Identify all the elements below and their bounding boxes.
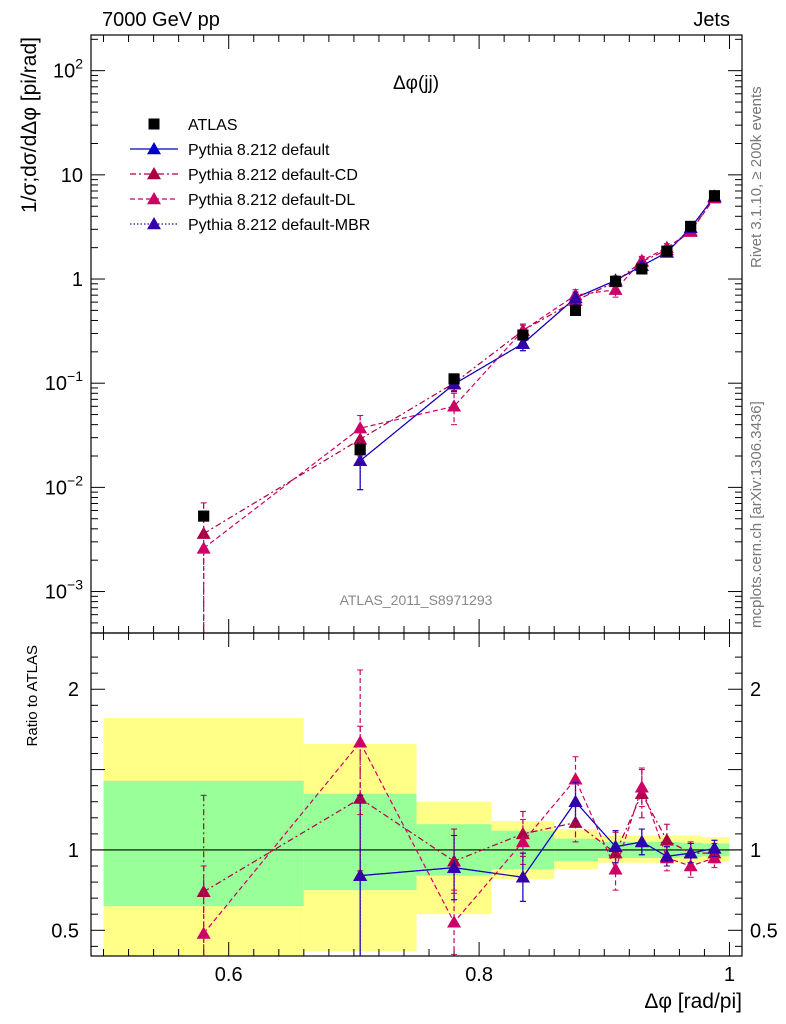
y-tick-label-3: 1 xyxy=(72,269,83,291)
header-process-label: Jets xyxy=(693,9,730,31)
ratio-point-1-4 xyxy=(568,815,583,828)
ratio-point-2-9 xyxy=(707,850,722,864)
atlas-marker-1 xyxy=(354,444,366,456)
legend-label-0: ATLAS xyxy=(188,117,238,134)
ratio-point-3-8 xyxy=(707,841,722,854)
x-tick-label-0: 0.6 xyxy=(215,964,243,986)
atlas-points-top xyxy=(198,190,720,522)
mc-point-3-2 xyxy=(447,399,462,412)
ratio-series-3 xyxy=(353,781,722,956)
y-tick-label-1: 10−2 xyxy=(45,472,83,499)
legend-marker-3 xyxy=(147,192,161,205)
ratio-point-3-6 xyxy=(659,849,674,862)
main-plot-panel: 10−3 10−2 10−1 1 10 102 1/σ;dσ/dΔφ [pi/rad] Δφ(… xyxy=(18,34,743,634)
series-4 xyxy=(353,189,722,491)
ratio-point-2-5 xyxy=(608,862,623,875)
atlas-marker-9 xyxy=(708,190,720,202)
mc-point-3-0 xyxy=(196,541,211,554)
atlas-marker-8 xyxy=(685,220,697,232)
ratio-point-1-1 xyxy=(353,791,368,804)
y-tick-label-5: 102 xyxy=(53,56,83,83)
ratio-point-3-4 xyxy=(608,839,623,852)
mc-point-3-5 xyxy=(608,282,623,295)
ratio-y-tick-label-right-1: 1 xyxy=(750,840,761,862)
atlas-marker-6 xyxy=(636,263,648,275)
mc-point-4-0 xyxy=(353,453,368,467)
legend-marker-0 xyxy=(148,118,160,130)
x-axis-label: Δφ [rad/pi] xyxy=(644,990,742,1013)
ratio-point-1-7 xyxy=(659,833,674,846)
legend-marker-1 xyxy=(147,142,161,155)
ratio-point-3-1 xyxy=(447,860,462,873)
ratio-y-axis-label: Ratio to ATLAS xyxy=(24,645,41,746)
ratio-point-2-4 xyxy=(568,772,583,785)
atlas-marker-2 xyxy=(448,373,460,385)
legend-label-1: Pythia 8.212 default xyxy=(188,142,330,159)
series-line-3 xyxy=(203,197,715,549)
ratio-point-2-1 xyxy=(353,735,368,748)
atlas-marker-0 xyxy=(198,510,210,522)
series-3 xyxy=(196,190,722,633)
mc-point-3-1 xyxy=(353,421,368,434)
series-line-1 xyxy=(359,196,715,462)
series-1 xyxy=(353,189,722,491)
ratio-point-3-0 xyxy=(353,868,368,881)
x-tick-label-2: 1 xyxy=(724,964,735,986)
plot-title: Δφ(jj) xyxy=(393,73,439,94)
mc-point-2-0 xyxy=(196,526,211,539)
ratio-point-2-8 xyxy=(683,859,698,872)
ratio-y-tick-label-left-2: 2 xyxy=(68,679,79,701)
mc-point-4-2 xyxy=(515,336,530,349)
analysis-watermark: ATLAS_2011_S8971293 xyxy=(340,592,493,608)
legend-label-2: Pythia 8.212 default-CD xyxy=(188,167,358,184)
ratio-point-2-3 xyxy=(515,834,530,848)
ratio-y-tick-label-left-0: 0.5 xyxy=(51,920,79,942)
header-energy-label: 7000 GeV pp xyxy=(102,9,220,31)
series-0 xyxy=(198,190,720,522)
ratio-y-tick-label-left-1: 1 xyxy=(68,840,79,862)
series-line-4 xyxy=(359,196,715,462)
y-tick-label-0: 10−3 xyxy=(45,577,83,604)
atlas-marker-3 xyxy=(517,329,529,341)
ratio-point-1-3 xyxy=(515,826,530,840)
ratio-point-2-6 xyxy=(634,780,649,793)
ratio-plot-panel: 0.6 0.8 1 0.5 0.5 1 1 2 2 Ratio to ATLAS Δφ [rad/p… xyxy=(24,632,778,1013)
ratio-line-1 xyxy=(203,792,715,893)
legend-marker-4 xyxy=(147,217,161,230)
ratio-point-3-5 xyxy=(634,834,649,848)
ratio-point-3-3 xyxy=(568,794,583,807)
legend: ATLAS Pythia 8.212 default Pythia 8.212 de… xyxy=(130,117,370,234)
legend-label-3: Pythia 8.212 default-DL xyxy=(188,192,355,209)
mc-point-4-3 xyxy=(568,290,583,304)
atlas-marker-7 xyxy=(661,245,673,257)
y-axis-label: 1/σ;dσ/dΔφ [pi/rad] xyxy=(18,37,41,213)
y-tick-label-2: 10−1 xyxy=(45,368,83,395)
series-line-2 xyxy=(203,197,715,535)
ratio-point-2-2 xyxy=(447,915,462,928)
mc-point-2-1 xyxy=(353,432,368,445)
ratio-y-tick-label-right-0: 0.5 xyxy=(750,920,778,942)
atlas-marker-5 xyxy=(610,275,622,287)
ratio-line-2 xyxy=(203,741,715,934)
ratio-point-2-0 xyxy=(196,926,211,939)
ratio-point-3-7 xyxy=(683,846,698,859)
ratio-plot-frame xyxy=(90,632,743,957)
y-tick-label-4: 10 xyxy=(61,165,83,187)
ratio-y-tick-label-right-2: 2 xyxy=(750,679,761,701)
x-tick-label-1: 0.8 xyxy=(465,964,493,986)
legend-marker-2 xyxy=(147,167,161,180)
ratio-point-3-2 xyxy=(515,870,530,883)
legend-label-4: Pythia 8.212 default-MBR xyxy=(188,217,370,234)
atlas-marker-4 xyxy=(569,304,581,316)
